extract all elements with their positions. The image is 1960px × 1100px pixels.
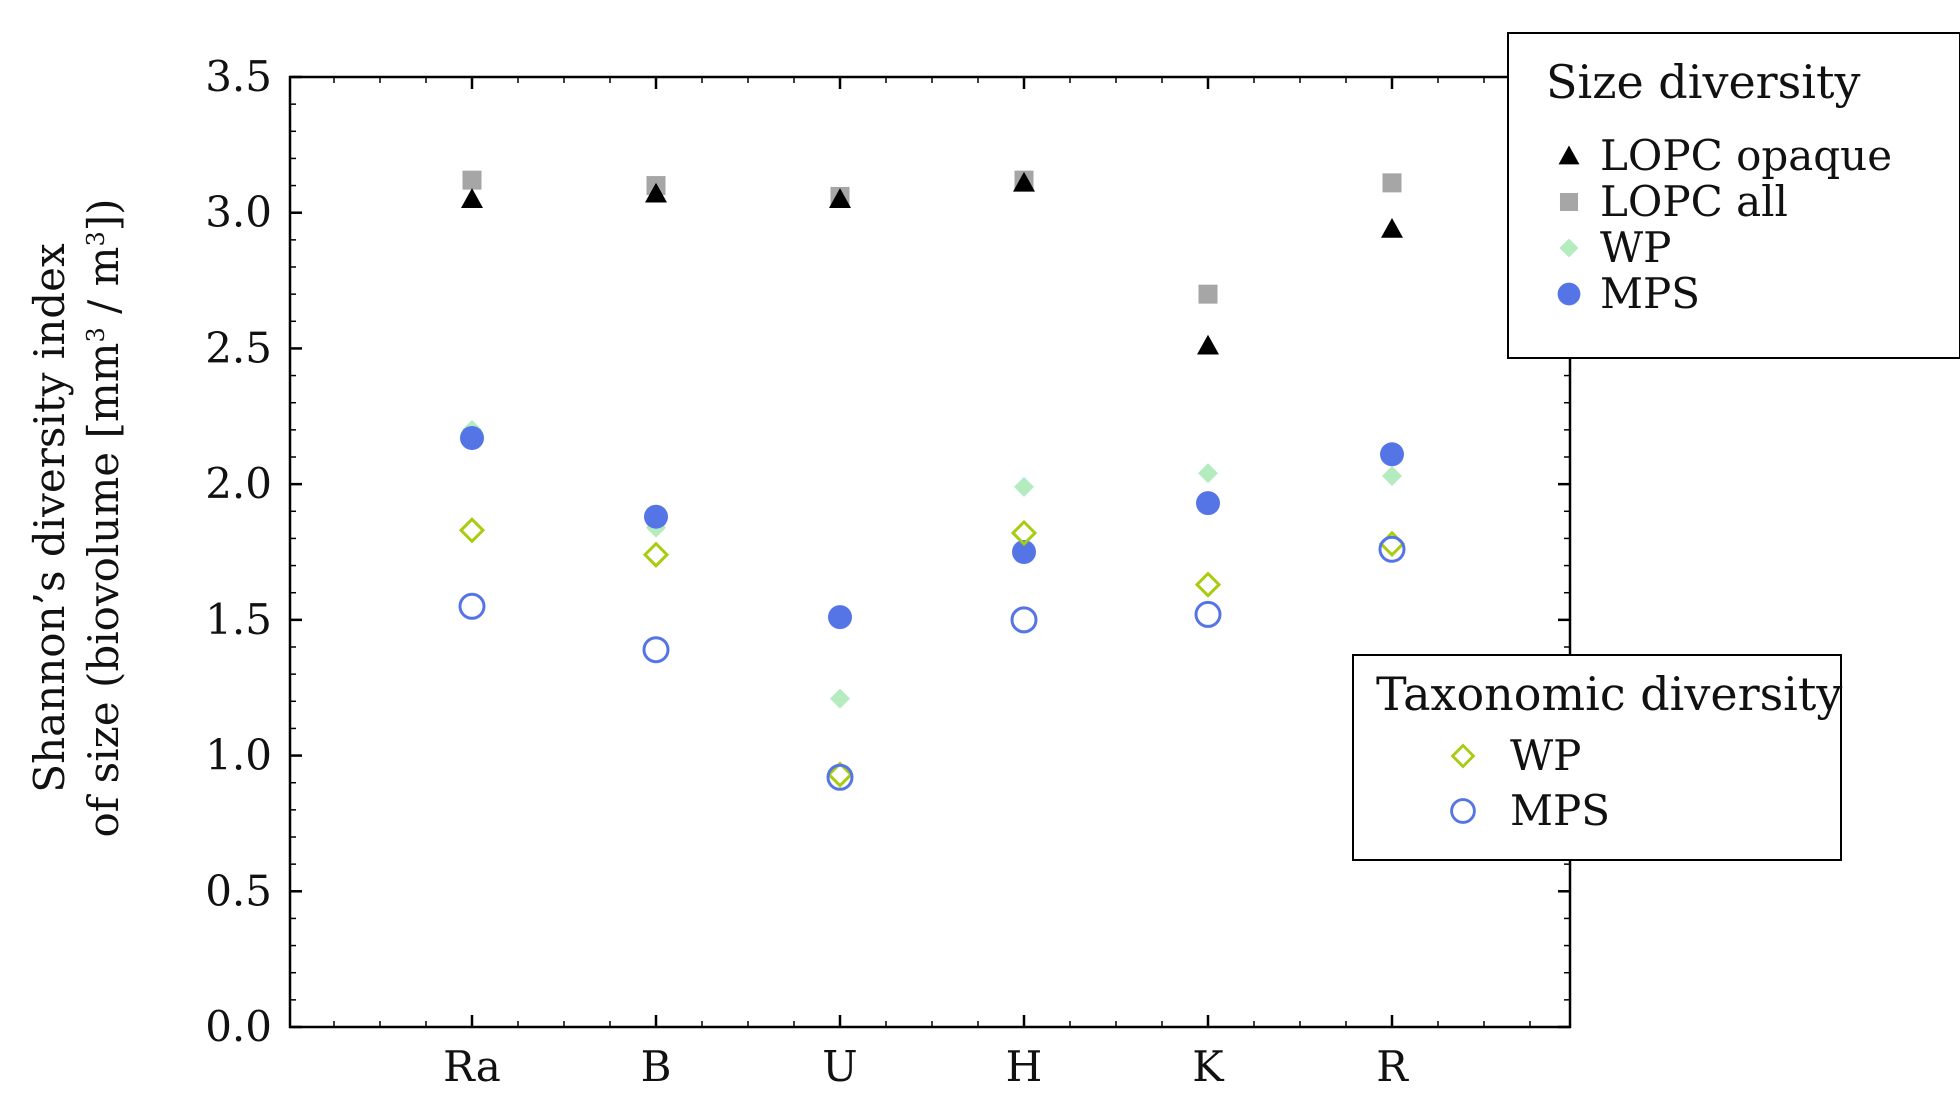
y-tick-label: 1.0 [205,731,272,780]
y-axis-title: Shannon’s diversity index of size (biovo… [25,198,128,837]
y-tick-label: 0.5 [205,866,272,915]
series-mps_size [460,426,1404,630]
legend-label-wp_tax: WP [1510,731,1581,780]
wp_tax-point-Ra [458,517,486,544]
x-tick-label: R [1376,1042,1409,1091]
series-wp_tax [458,517,1406,788]
legend-marker-mps_size [1557,282,1581,306]
lopc_opaque-point-R [1381,218,1403,238]
y-tick-label: 0.0 [205,1002,272,1051]
y-tick-label: 3.5 [205,52,272,101]
legend-label-mps_tax: MPS [1510,786,1610,835]
mps_size-point-R [1380,442,1404,467]
x-tick-label: U [822,1042,857,1091]
wp_tax-point-K [1194,571,1222,598]
x-tick-label: B [641,1042,672,1091]
legend-label-mps_size: MPS [1600,269,1700,318]
mps_size-point-B [644,504,668,529]
lopc_opaque-point-U [829,188,851,208]
lopc_all-point-R [1382,173,1402,193]
y-tick-label: 2.0 [205,459,272,508]
legend-marker-lopc_all [1559,192,1579,212]
wp_size-point-R [1382,466,1402,486]
wp_tax-point-H [1010,519,1038,547]
lopc_opaque-point-K [1197,334,1219,355]
legend-box [1507,32,1960,359]
wp_tax-point-U [826,761,854,788]
mps_tax-point-B [642,636,670,664]
legend-label-wp_size: WP [1600,223,1671,272]
mps_tax-point-H [1010,606,1038,634]
lopc_opaque-point-B [645,182,667,203]
x-tick-label: K [1192,1042,1225,1091]
legend-title: Taxonomic diversity [1376,667,1842,721]
legend-marker-mps_tax [1450,798,1476,824]
lopc_all-point-K [1198,284,1218,304]
wp_size-point-K [1198,463,1218,484]
mps_size-point-U [828,605,852,630]
series-mps_tax [458,535,1406,791]
wp_tax-point-B [642,541,670,568]
series-wp_size [462,419,1402,709]
mps_size-point-K [1196,491,1220,516]
lopc_opaque-point-H [1013,171,1035,192]
lopc_all-point-Ra [462,170,482,190]
y-tick-label: 3.0 [205,188,272,237]
legend-tax: Taxonomic diversity WP MPS [1352,654,1842,861]
series-lopc_all [462,170,1402,304]
wp_size-point-H [1014,476,1034,497]
x-tick-label: H [1006,1042,1043,1091]
y-tick-label: 1.5 [205,595,272,644]
mps_tax-point-K [1194,600,1222,628]
legend-marker-lopc_opaque [1558,145,1580,165]
y-axis-title-line1: Shannon’s diversity index [25,243,74,793]
series-lopc_opaque [461,171,1403,355]
legend-marker-wp_tax [1450,743,1476,769]
y-tick-label: 2.5 [205,323,272,372]
x-tick-label: Ra [443,1042,501,1091]
mps_size-point-H [1012,540,1036,564]
legend-label-lopc_all: LOPC all [1600,177,1788,226]
axis-ticks: 0.0 0.5 1.0 1.5 2.0 2.5 3.0 3.5 Ra B U H K R [205,52,1570,1091]
mps_tax-point-U [826,763,854,791]
legend-label-lopc_opaque: LOPC opaque [1600,131,1892,180]
mps_tax-point-Ra [458,592,486,620]
mps_tax-point-R [1378,535,1406,563]
data-marks [458,170,1406,791]
legend-marker-wp_size [1559,238,1579,258]
plot-area-frame [288,75,1572,1029]
legend-box [1352,654,1842,861]
lopc_opaque-point-Ra [461,188,483,208]
legend-title: Size diversity [1546,55,1860,109]
wp_size-point-U [830,688,850,709]
mps_size-point-Ra [460,426,484,450]
y-axis-title-line2: of size (biovolume [mm3 / m3]) [79,198,128,837]
